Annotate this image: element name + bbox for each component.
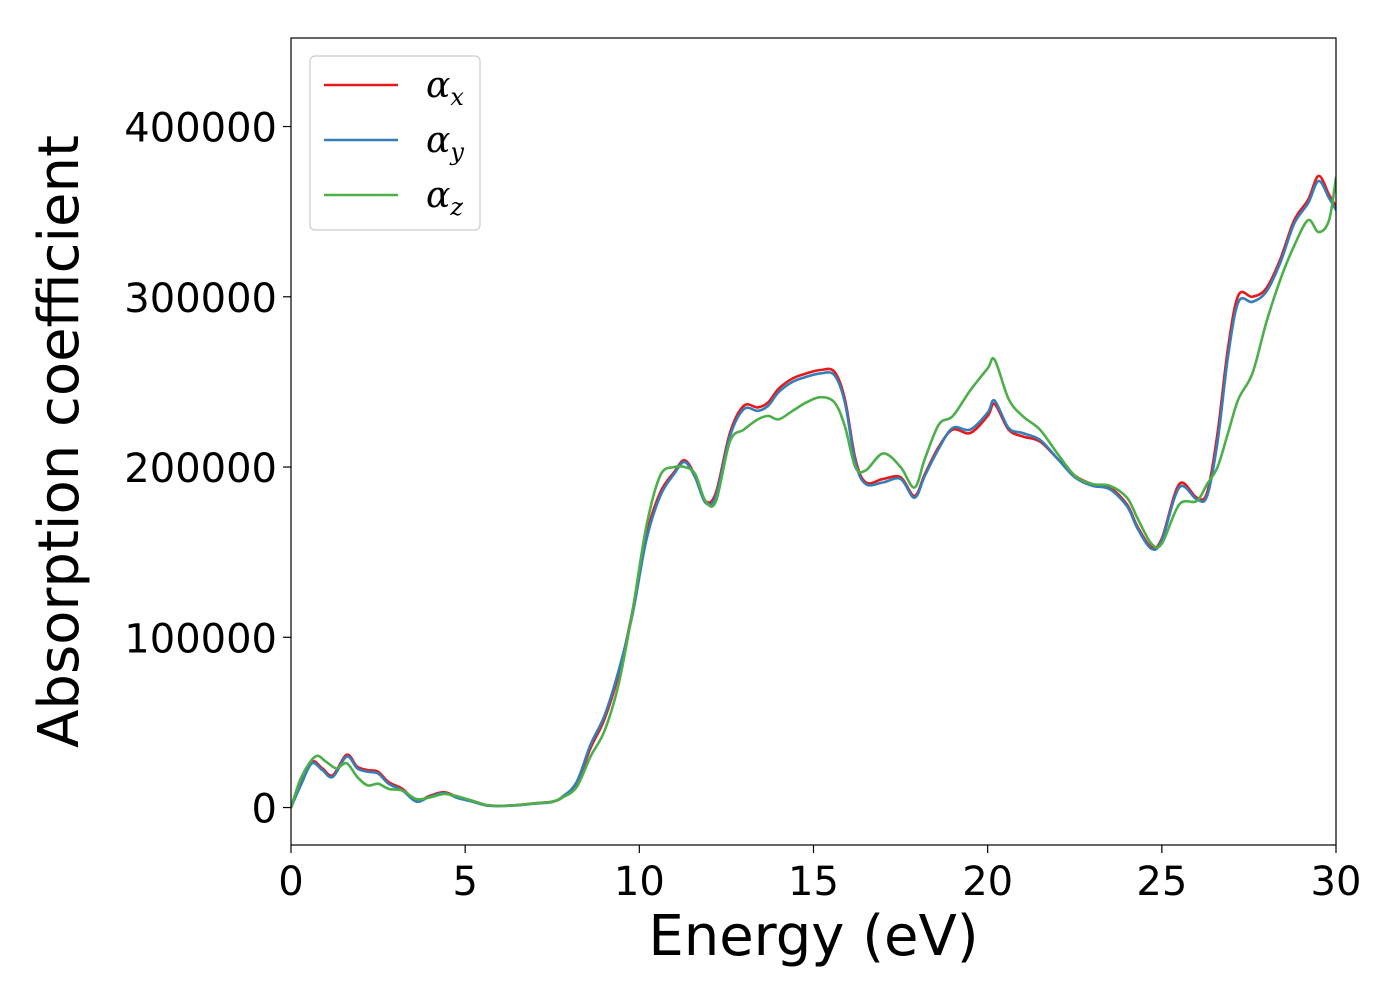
y-tick-label: 400000 xyxy=(124,106,277,152)
y-tick-label: 200000 xyxy=(124,446,277,492)
legend-label-alpha-z: αz xyxy=(426,175,463,221)
x-tick-label: 10 xyxy=(614,859,665,905)
series-layer xyxy=(291,174,1336,809)
x-tick-label: 15 xyxy=(788,859,839,905)
legend-label-alpha-x: αx xyxy=(426,65,464,111)
x-tick-label: 20 xyxy=(962,859,1013,905)
y-axis-ticks: 0 100000 200000 300000 400000 xyxy=(124,106,291,833)
series-line-alpha-z xyxy=(291,176,1336,809)
legend-label-alpha-y: αy xyxy=(426,120,464,166)
x-tick-label: 0 xyxy=(278,859,303,905)
y-tick-label: 300000 xyxy=(124,276,277,322)
legend-box xyxy=(309,55,481,231)
x-tick-label: 5 xyxy=(452,859,477,905)
y-tick-label: 0 xyxy=(252,787,277,833)
x-tick-label: 25 xyxy=(1136,859,1187,905)
y-axis-title: Absorption coefficient xyxy=(27,135,92,748)
x-axis-title: Energy (eV) xyxy=(648,904,978,969)
x-axis-ticks: 0 5 10 15 20 25 30 xyxy=(278,845,1361,905)
legend: αx αy αz xyxy=(309,55,481,231)
x-tick-label: 30 xyxy=(1311,859,1362,905)
y-tick-label: 100000 xyxy=(124,616,277,662)
